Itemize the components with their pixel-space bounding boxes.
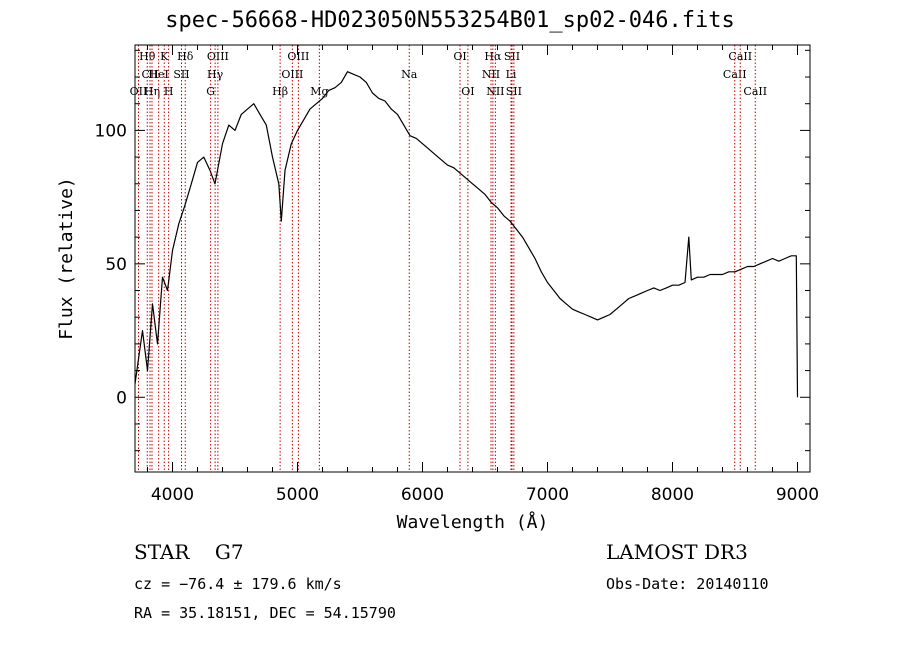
marker-label-19: Hα — [484, 50, 502, 63]
marker-label-11: Hγ — [207, 68, 224, 81]
axis-ticks — [135, 45, 810, 472]
marker-label-7: SII — [173, 68, 189, 81]
y-axis-label: Flux (relative) — [56, 177, 77, 340]
marker-label-27: CaII — [743, 85, 767, 98]
object-class-info: STAR G7 — [134, 540, 244, 564]
marker-label-25: CaII — [723, 68, 747, 81]
x-tick-label-1: 5000 — [276, 485, 319, 505]
marker-label-20: NII — [482, 68, 500, 81]
marker-label-2: OII — [130, 85, 148, 98]
x-tick-label-5: 9000 — [776, 485, 819, 505]
y-tick-label-1: 50 — [105, 255, 127, 275]
chart-title: spec-56668-HD023050N553254B01_sp02-046.f… — [165, 8, 735, 33]
survey-name: LAMOST DR3 — [606, 540, 748, 564]
axis-labels: 4000 5000 6000 7000 8000 9000 0 50 100 Wavelength… — [56, 121, 819, 533]
marker-label-14: OIII — [287, 50, 309, 63]
marker-label-9: G — [206, 85, 215, 98]
marker-label-4: HeI — [148, 68, 168, 81]
marker-label-13: OIII — [281, 68, 303, 81]
object-class: STAR — [134, 540, 190, 564]
marker-label-1: CII — [141, 68, 158, 81]
marker-label-24: SII — [506, 85, 522, 98]
coordinates-readout: RA = 35.18151, DEC = 54.15790 — [134, 604, 396, 622]
marker-label-16: Na — [401, 68, 418, 81]
x-tick-label-0: 4000 — [151, 485, 194, 505]
marker-label-15: Mg — [310, 85, 328, 98]
spectrum-line — [134, 71, 799, 398]
marker-label-6: H — [164, 85, 174, 98]
marker-label-5: K — [160, 50, 169, 63]
x-tick-label-3: 7000 — [526, 485, 569, 505]
object-subclass: G7 — [214, 540, 244, 564]
marker-label-21: NII — [486, 85, 504, 98]
marker-label-18: OI — [461, 85, 474, 98]
marker-label-0: Hθ — [139, 50, 156, 63]
marker-label-26: CaII — [728, 50, 752, 63]
marker-label-17: OI — [453, 50, 466, 63]
x-tick-label-4: 8000 — [651, 485, 694, 505]
marker-label-10: OIII — [207, 50, 229, 63]
y-tick-label-0: 0 — [116, 388, 127, 408]
marker-label-3: Hη — [144, 85, 160, 98]
x-tick-label-2: 6000 — [401, 485, 444, 505]
marker-label-23: Li — [506, 68, 517, 81]
marker-label-8: Hδ — [177, 50, 194, 63]
observation-date: Obs-Date: 20140110 — [606, 575, 769, 593]
velocity-readout: cz = −76.4 ± 179.6 km/s — [134, 575, 342, 593]
marker-label-22: SII — [504, 50, 520, 63]
y-tick-label-2: 100 — [95, 121, 127, 141]
plot-frame — [134, 44, 811, 473]
x-axis-label: Wavelength (Å) — [397, 511, 549, 533]
marker-label-12: Hβ — [272, 85, 288, 98]
